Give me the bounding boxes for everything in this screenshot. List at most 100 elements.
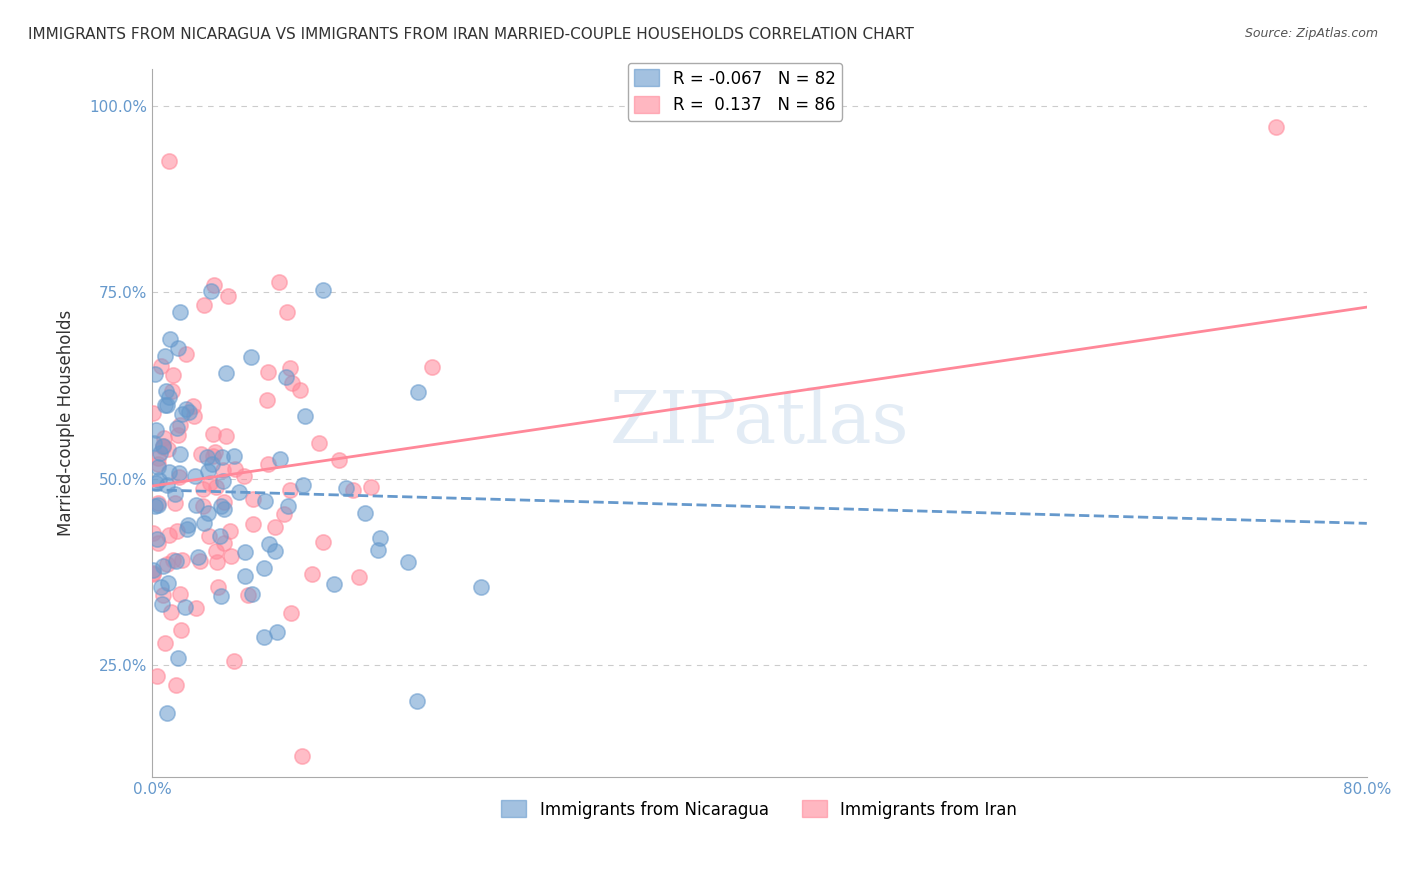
- Immigrants from Iran: [204, 445, 226, 459]
- Immigrants from Iran: [308, 435, 330, 450]
- Immigrants from Iran: [281, 376, 304, 391]
- Immigrants from Nicaragua: [274, 369, 297, 384]
- Immigrants from Nicaragua: [211, 450, 233, 464]
- Immigrants from Iran: [152, 439, 174, 453]
- Immigrants from Iran: [166, 524, 188, 539]
- Immigrants from Nicaragua: [167, 651, 190, 665]
- Immigrants from Nicaragua: [209, 500, 232, 514]
- Immigrants from Nicaragua: [167, 341, 190, 355]
- Immigrants from Iran: [204, 543, 226, 558]
- Immigrants from Nicaragua: [193, 516, 215, 531]
- Immigrants from Nicaragua: [396, 555, 419, 569]
- Immigrants from Iran: [301, 567, 323, 582]
- Immigrants from Iran: [159, 606, 181, 620]
- Immigrants from Nicaragua: [166, 421, 188, 435]
- Immigrants from Nicaragua: [254, 493, 277, 508]
- Immigrants from Nicaragua: [157, 576, 180, 591]
- Immigrants from Iran: [190, 447, 212, 461]
- Immigrants from Nicaragua: [184, 498, 207, 512]
- Immigrants from Nicaragua: [174, 402, 197, 417]
- Immigrants from Iran: [273, 508, 295, 522]
- Immigrants from Iran: [201, 427, 224, 442]
- Immigrants from Iran: [347, 569, 370, 583]
- Immigrants from Nicaragua: [212, 502, 235, 516]
- Immigrants from Iran: [257, 457, 280, 471]
- Immigrants from Nicaragua: [235, 545, 257, 559]
- Immigrants from Nicaragua: [169, 447, 191, 461]
- Immigrants from Nicaragua: [146, 460, 169, 475]
- Immigrants from Nicaragua: [184, 468, 207, 483]
- Immigrants from Iran: [1264, 120, 1286, 135]
- Immigrants from Nicaragua: [312, 283, 335, 297]
- Immigrants from Iran: [157, 528, 180, 542]
- Immigrants from Nicaragua: [156, 706, 179, 720]
- Y-axis label: Married-couple Households: Married-couple Households: [58, 310, 75, 536]
- Immigrants from Iran: [312, 535, 335, 549]
- Immigrants from Iran: [165, 678, 187, 692]
- Immigrants from Iran: [198, 476, 221, 491]
- Immigrants from Nicaragua: [156, 398, 179, 412]
- Immigrants from Nicaragua: [209, 529, 232, 543]
- Immigrants from Nicaragua: [264, 544, 287, 558]
- Immigrants from Iran: [142, 566, 165, 581]
- Immigrants from Iran: [156, 558, 179, 572]
- Immigrants from Nicaragua: [156, 478, 179, 492]
- Immigrants from Iran: [263, 519, 285, 533]
- Immigrants from Iran: [205, 480, 228, 494]
- Immigrants from Nicaragua: [195, 450, 218, 464]
- Immigrants from Nicaragua: [335, 481, 357, 495]
- Immigrants from Iran: [232, 468, 254, 483]
- Immigrants from Nicaragua: [152, 438, 174, 452]
- Immigrants from Nicaragua: [253, 630, 276, 644]
- Immigrants from Nicaragua: [170, 407, 193, 421]
- Immigrants from Nicaragua: [240, 350, 263, 364]
- Legend: Immigrants from Nicaragua, Immigrants from Iran: Immigrants from Nicaragua, Immigrants fr…: [495, 794, 1024, 825]
- Immigrants from Iran: [146, 536, 169, 550]
- Immigrants from Nicaragua: [155, 384, 177, 399]
- Immigrants from Iran: [217, 289, 239, 303]
- Immigrants from Iran: [162, 553, 184, 567]
- Immigrants from Iran: [148, 496, 170, 510]
- Immigrants from Iran: [236, 588, 259, 602]
- Immigrants from Iran: [222, 654, 245, 668]
- Immigrants from Nicaragua: [142, 564, 165, 578]
- Immigrants from Nicaragua: [150, 580, 173, 594]
- Immigrants from Iran: [328, 453, 350, 467]
- Immigrants from Nicaragua: [367, 543, 389, 558]
- Immigrants from Iran: [202, 277, 225, 292]
- Immigrants from Nicaragua: [179, 405, 201, 419]
- Immigrants from Nicaragua: [152, 559, 174, 574]
- Text: Source: ZipAtlas.com: Source: ZipAtlas.com: [1244, 27, 1378, 40]
- Immigrants from Iran: [278, 360, 301, 375]
- Immigrants from Iran: [146, 457, 169, 471]
- Immigrants from Iran: [276, 305, 298, 319]
- Immigrants from Iran: [169, 587, 191, 601]
- Immigrants from Nicaragua: [149, 446, 172, 460]
- Immigrants from Iran: [280, 606, 302, 620]
- Immigrants from Nicaragua: [146, 498, 169, 512]
- Immigrants from Nicaragua: [157, 390, 180, 404]
- Immigrants from Nicaragua: [159, 332, 181, 346]
- Immigrants from Nicaragua: [142, 436, 165, 450]
- Immigrants from Iran: [197, 529, 219, 543]
- Immigrants from Iran: [191, 499, 214, 513]
- Immigrants from Iran: [193, 298, 215, 312]
- Immigrants from Nicaragua: [197, 464, 219, 478]
- Immigrants from Nicaragua: [143, 500, 166, 514]
- Immigrants from Iran: [207, 580, 229, 594]
- Immigrants from Iran: [174, 347, 197, 361]
- Immigrants from Iran: [160, 384, 183, 399]
- Immigrants from Nicaragua: [150, 597, 173, 611]
- Immigrants from Iran: [360, 480, 382, 494]
- Immigrants from Nicaragua: [354, 506, 377, 520]
- Immigrants from Nicaragua: [406, 694, 429, 708]
- Immigrants from Nicaragua: [176, 522, 198, 536]
- Immigrants from Iran: [152, 431, 174, 445]
- Immigrants from Iran: [201, 449, 224, 463]
- Immigrants from Nicaragua: [212, 474, 235, 488]
- Immigrants from Nicaragua: [209, 589, 232, 603]
- Immigrants from Nicaragua: [240, 587, 263, 601]
- Immigrants from Iran: [167, 470, 190, 484]
- Immigrants from Iran: [193, 482, 215, 496]
- Immigrants from Nicaragua: [145, 475, 167, 490]
